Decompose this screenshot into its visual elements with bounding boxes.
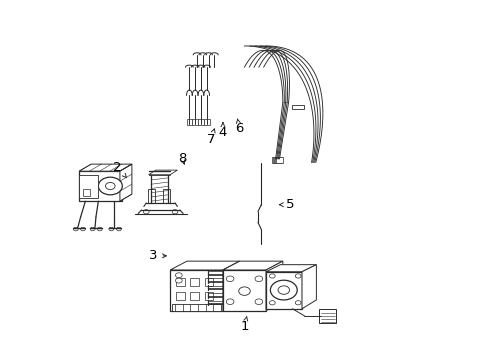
Bar [163, 189, 170, 203]
Circle shape [172, 210, 178, 214]
Circle shape [175, 273, 182, 278]
Bar [170, 270, 223, 311]
Circle shape [105, 183, 115, 189]
Polygon shape [302, 265, 316, 309]
Bar [176, 278, 184, 286]
Polygon shape [79, 164, 132, 171]
Circle shape [90, 227, 95, 231]
Polygon shape [223, 261, 282, 270]
Bar [83, 189, 90, 196]
Bar [79, 175, 98, 198]
Bar [203, 119, 209, 125]
Bar [276, 157, 282, 163]
Bar [275, 157, 281, 163]
Bar [186, 119, 192, 125]
Polygon shape [148, 170, 177, 175]
Circle shape [269, 301, 275, 305]
Bar [176, 292, 184, 300]
Circle shape [143, 210, 149, 214]
Circle shape [98, 177, 122, 195]
Polygon shape [120, 164, 132, 201]
Circle shape [73, 227, 78, 231]
Circle shape [255, 276, 262, 282]
Bar [198, 119, 203, 125]
Text: 8: 8 [178, 152, 186, 165]
Bar [79, 171, 122, 201]
Circle shape [116, 227, 121, 231]
Text: 6: 6 [235, 119, 244, 135]
Bar [190, 292, 199, 300]
Bar [190, 278, 199, 286]
Circle shape [109, 227, 113, 231]
Circle shape [226, 276, 233, 282]
Polygon shape [265, 261, 282, 311]
Circle shape [278, 286, 289, 294]
Bar [204, 278, 213, 286]
Bar [223, 270, 265, 311]
Text: 4: 4 [218, 123, 226, 139]
Polygon shape [223, 261, 239, 311]
Text: 3: 3 [149, 249, 166, 262]
Circle shape [295, 301, 301, 305]
Bar [265, 272, 302, 309]
Bar [292, 105, 304, 109]
Circle shape [295, 274, 301, 278]
Bar [147, 189, 155, 203]
Circle shape [270, 280, 297, 300]
Bar [192, 119, 198, 125]
Bar [274, 157, 280, 163]
Text: 2: 2 [113, 161, 126, 177]
Text: 7: 7 [206, 129, 215, 146]
Circle shape [97, 227, 102, 231]
Circle shape [269, 274, 275, 278]
Polygon shape [265, 265, 316, 272]
Circle shape [255, 299, 262, 305]
Bar [171, 304, 221, 311]
Bar [272, 157, 279, 163]
Polygon shape [170, 261, 239, 270]
Circle shape [226, 299, 233, 305]
Text: 1: 1 [240, 317, 248, 333]
Bar [273, 157, 280, 163]
Bar [318, 309, 335, 323]
Circle shape [81, 227, 85, 231]
Text: 5: 5 [279, 198, 294, 211]
Bar [204, 292, 213, 300]
Circle shape [175, 278, 182, 283]
Circle shape [238, 287, 250, 295]
